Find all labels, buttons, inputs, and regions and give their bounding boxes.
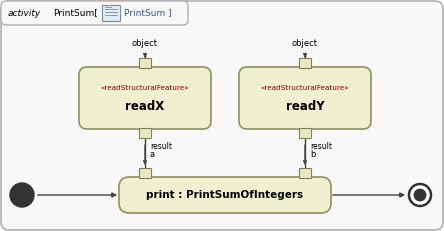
Text: readY: readY [285,100,324,112]
Bar [299,128,311,138]
Text: readX: readX [125,100,165,112]
Bar [299,168,311,178]
Circle shape [10,183,34,207]
Bar [139,168,151,178]
Bar [299,58,311,68]
FancyBboxPatch shape [119,177,331,213]
Bar [139,128,151,138]
Text: result: result [310,142,332,151]
Text: a: a [150,150,155,159]
Text: «readStructuralFeature»: «readStructuralFeature» [101,85,189,91]
Bar [139,58,151,68]
Text: PrintSum ]: PrintSum ] [124,9,172,18]
Circle shape [409,184,431,206]
Text: «readStructuralFeature»: «readStructuralFeature» [261,85,349,91]
FancyBboxPatch shape [79,67,211,129]
Text: object: object [132,39,158,48]
Circle shape [414,189,426,201]
Text: activity: activity [8,9,41,18]
Text: PrintSum[: PrintSum[ [53,9,98,18]
Text: print : PrintSumOfIntegers: print : PrintSumOfIntegers [147,190,304,200]
FancyBboxPatch shape [1,1,188,25]
FancyBboxPatch shape [239,67,371,129]
Bar [102,5,120,21]
Text: object: object [292,39,318,48]
Text: result: result [150,142,172,151]
Text: b: b [310,150,315,159]
